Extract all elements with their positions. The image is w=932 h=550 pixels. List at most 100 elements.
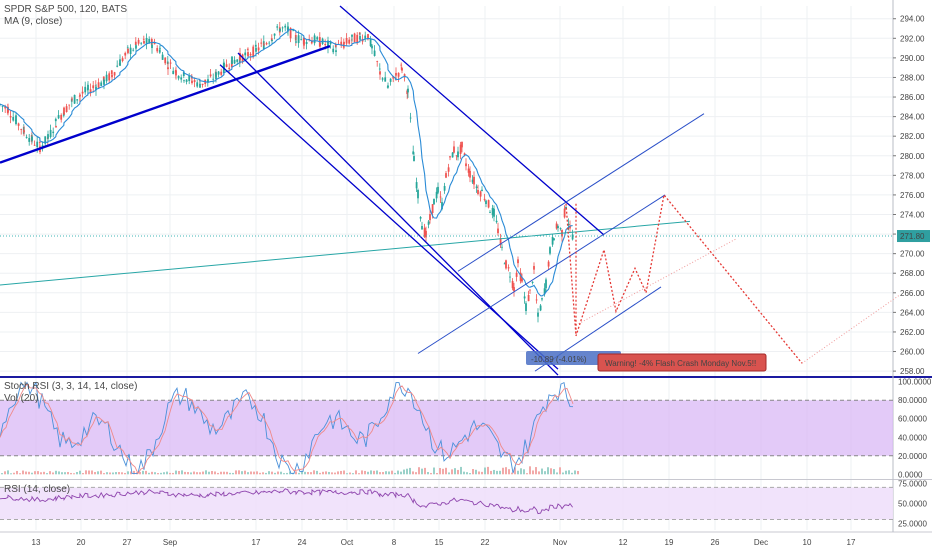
candle-body [239, 53, 241, 60]
candle-body [433, 199, 435, 205]
volume-bar [493, 469, 495, 475]
candle-body [503, 263, 506, 265]
volume-bar [7, 470, 9, 475]
volume-bar [385, 471, 387, 475]
volume-bar [307, 472, 309, 475]
volume-bar [553, 469, 555, 475]
volume-bar [364, 470, 366, 475]
candle-body [244, 52, 247, 56]
candle-body [292, 30, 295, 32]
candle-body [121, 58, 124, 61]
volume-bar [67, 472, 69, 475]
price-tick-label-15: 264.00 [900, 308, 925, 317]
volume-bar [475, 469, 477, 475]
candle-body [127, 48, 129, 53]
volume-bar [286, 472, 288, 475]
candle-body [110, 70, 113, 74]
candle-body [17, 123, 20, 126]
volume-bar [499, 470, 501, 475]
volume-bar [445, 467, 447, 475]
candle-body [523, 296, 526, 299]
candle-body [527, 294, 530, 302]
volume-bar [484, 467, 486, 475]
legend-stoch-rsi[interactable]: Stoch RSI (3, 3, 14, 14, close) [4, 381, 138, 392]
candle-body [553, 238, 555, 241]
legend-rsi[interactable]: RSI (14, close) [4, 484, 71, 495]
volume-bar [505, 467, 507, 475]
x-tick-label-2: 27 [123, 538, 132, 547]
price-tick-label-13: 268.00 [900, 269, 925, 278]
candle-body [493, 208, 495, 217]
candle-body [177, 75, 180, 79]
volume-bar [568, 470, 570, 475]
candle-body [351, 34, 353, 37]
volume-bar [400, 471, 402, 475]
candle-body [479, 191, 482, 197]
candle-body [515, 272, 518, 277]
candle-body [268, 42, 271, 44]
candle-body [369, 38, 372, 47]
volume-bar [142, 470, 144, 475]
volume-bar [304, 471, 306, 475]
volume-bar [343, 470, 345, 475]
candle-body [191, 80, 193, 84]
candle-body [281, 27, 284, 29]
candle-body [533, 266, 535, 270]
volume-bar [547, 467, 549, 475]
volume-bar [322, 471, 324, 475]
measure-label: -10.89 (-4.01%) [531, 355, 587, 364]
candle-body [453, 146, 455, 153]
volume-bar [529, 466, 531, 475]
candle-body [23, 130, 25, 133]
x-tick-label-0: 13 [32, 538, 41, 547]
candle-body [87, 84, 89, 90]
volume-bar [1, 473, 3, 475]
candle-body [247, 52, 249, 57]
legend-ma[interactable]: MA (9, close) [4, 16, 63, 27]
ma-line [0, 28, 573, 297]
x-tick-label-14: Dec [754, 538, 768, 547]
stoch-tick-label-2: 60.0000 [898, 415, 927, 424]
x-tick-label-4: 17 [252, 538, 261, 547]
volume-bar [73, 473, 75, 475]
candle-body [441, 202, 443, 210]
candle-body [158, 49, 161, 53]
volume-bar [574, 470, 576, 475]
legend-symbol-title[interactable]: SPDR S&P 500, 120, BATS [4, 4, 128, 15]
candle-body [517, 259, 519, 264]
volume-bar [523, 469, 525, 475]
candle-body [193, 80, 196, 83]
candle-body [44, 136, 47, 144]
candle-body [143, 41, 145, 44]
candle-body [89, 89, 92, 94]
rsi-band-fill [0, 487, 893, 520]
candle-body [367, 34, 369, 40]
volume-bar [469, 473, 471, 475]
price-tick-label-3: 288.00 [900, 73, 925, 82]
candle-body [105, 74, 108, 82]
volume-bar [121, 472, 123, 475]
price-tick-label-2: 290.00 [900, 54, 925, 63]
candle-body [313, 35, 316, 44]
volume-bar [247, 472, 249, 475]
candle-body [539, 305, 542, 311]
candle-body [319, 43, 321, 47]
candle-body [316, 37, 319, 40]
volume-bar [4, 471, 6, 475]
volume-bar [451, 469, 453, 475]
volume-bar [490, 470, 492, 475]
legend-volume[interactable]: Vol (20) [4, 393, 39, 404]
candle-body [84, 86, 87, 93]
price-tick-label-4: 286.00 [900, 93, 925, 102]
candle-body [345, 38, 348, 44]
candle-body [549, 247, 551, 254]
volume-bar [514, 467, 516, 475]
candle-body [447, 167, 450, 172]
volume-bar [58, 471, 60, 475]
volume-bar [25, 471, 27, 475]
candle-body [103, 79, 105, 85]
volume-bar [52, 472, 54, 475]
x-tick-label-10: Nov [553, 538, 567, 547]
candle-body [379, 71, 381, 75]
